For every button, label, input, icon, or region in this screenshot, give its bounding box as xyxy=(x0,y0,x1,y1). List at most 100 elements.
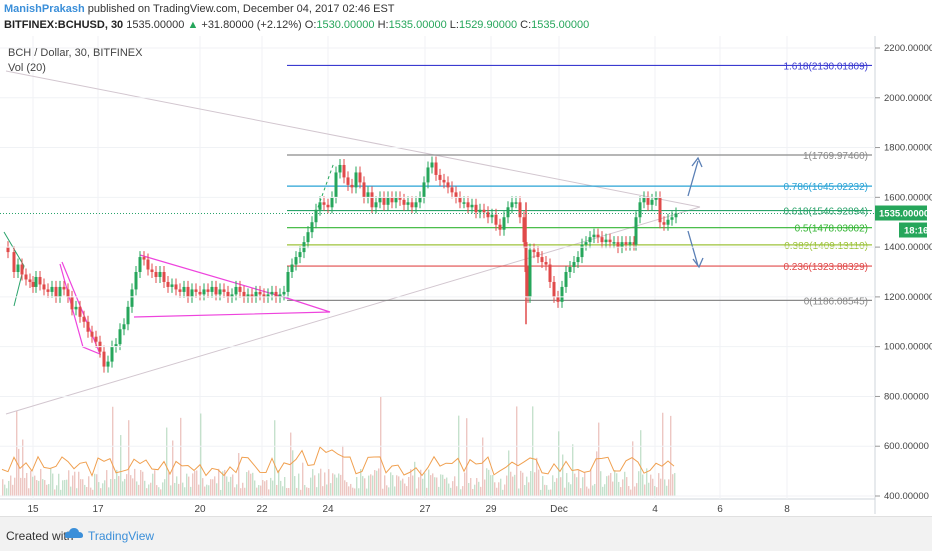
volume-bar xyxy=(304,485,306,496)
candle-body xyxy=(126,306,130,325)
candle-body xyxy=(166,281,170,287)
candle-body xyxy=(378,197,382,203)
volume-bar xyxy=(20,477,22,496)
volume-bar xyxy=(574,473,576,496)
volume-bar xyxy=(456,486,458,496)
candle-body xyxy=(506,207,510,218)
volume-bar xyxy=(602,486,604,496)
candle-body xyxy=(576,257,580,263)
volume-bar xyxy=(534,472,536,496)
volume-bar xyxy=(34,475,36,496)
candle-body xyxy=(342,164,346,178)
volume-bar xyxy=(626,477,628,496)
volume-bar xyxy=(370,474,372,496)
y-tick-label: 600.00000 xyxy=(884,441,929,452)
volume-bar xyxy=(68,470,70,496)
volume-bar xyxy=(216,483,218,496)
candle-body xyxy=(54,286,58,297)
volume-bar xyxy=(154,470,156,496)
volume-bar xyxy=(338,473,340,496)
candle-body xyxy=(254,291,258,297)
volume-bar xyxy=(648,482,650,496)
volume-bar xyxy=(18,448,20,496)
volume-bar xyxy=(228,481,230,496)
candle-body xyxy=(654,197,658,200)
x-tick-label: 17 xyxy=(92,504,104,515)
candle-body xyxy=(74,306,78,310)
volume-bar xyxy=(12,484,14,496)
volume-bar xyxy=(332,473,334,496)
volume-bar xyxy=(306,487,308,496)
candle-body xyxy=(362,182,366,198)
volume-bar xyxy=(140,470,142,496)
candle-body xyxy=(290,264,294,272)
candle-body xyxy=(446,182,450,188)
candle-body xyxy=(544,262,548,265)
tradingview-link[interactable]: TradingView xyxy=(88,529,155,543)
candle-body xyxy=(658,197,662,223)
volume-bar xyxy=(402,478,404,496)
volume-bar xyxy=(146,488,148,496)
candle-body xyxy=(628,242,632,245)
candle-body xyxy=(394,197,398,203)
volume-bar xyxy=(590,469,592,496)
volume-bar xyxy=(544,484,546,496)
volume-bar xyxy=(160,489,162,496)
price-chart[interactable]: 1.618(2130.01809) 1(1769.97460) 0.786(1645… xyxy=(0,36,932,516)
volume-bar xyxy=(470,478,472,496)
candle-body xyxy=(370,192,374,208)
fib-level-label: 0.382(1409.13110) xyxy=(784,241,868,252)
volume-bar xyxy=(344,480,346,496)
countdown-tag xyxy=(899,222,927,238)
volume-bar xyxy=(80,479,82,496)
candle-body xyxy=(122,324,126,330)
y-tick-label: 400.00000 xyxy=(884,491,929,502)
close-value: 1535.00000 xyxy=(531,19,590,31)
candle-body xyxy=(514,202,518,204)
volume-bar xyxy=(284,477,286,496)
volume-bar xyxy=(248,470,250,496)
candle-body xyxy=(470,204,474,208)
candle-body xyxy=(662,222,666,225)
candle-body xyxy=(174,284,178,290)
candle-body xyxy=(612,242,616,244)
volume-bar xyxy=(362,476,364,496)
candle-body xyxy=(666,219,670,225)
volume-bar xyxy=(374,470,376,496)
volume-bar xyxy=(96,474,98,496)
volume-bar xyxy=(520,470,522,496)
volume-bar xyxy=(280,480,282,496)
volume-bar xyxy=(42,479,44,496)
author-link[interactable]: ManishPrakash xyxy=(4,3,85,15)
candle-body xyxy=(146,259,150,270)
candle-body xyxy=(330,197,334,208)
volume-bar xyxy=(584,472,586,496)
volume-bar xyxy=(368,475,370,496)
volume-bar xyxy=(404,483,406,496)
volume-bar xyxy=(640,430,642,496)
up-arrow-head xyxy=(691,156,703,168)
volume-bar xyxy=(136,481,138,496)
volume-bar xyxy=(446,477,448,496)
volume-bar xyxy=(294,476,296,496)
last-price: 1535.00000 xyxy=(126,19,185,31)
candle-body xyxy=(178,289,182,292)
x-tick-label: 8 xyxy=(784,504,790,515)
candle-body xyxy=(450,187,454,193)
candle-body xyxy=(536,252,540,258)
volume-bar xyxy=(184,487,186,496)
symbol-label: BITFINEX:BCHUSD, 30 xyxy=(4,19,124,31)
volume-bar xyxy=(556,478,558,496)
volume-bar xyxy=(220,489,222,496)
volume-bar xyxy=(498,482,500,496)
candle-body xyxy=(382,197,386,205)
volume-bar xyxy=(606,476,608,496)
volume-bar xyxy=(358,488,360,496)
candle-body xyxy=(198,291,202,295)
volume-bar xyxy=(70,486,72,496)
volume-bar xyxy=(254,480,256,496)
volume-bar xyxy=(38,480,40,496)
candle-body xyxy=(28,279,32,282)
volume-bar xyxy=(476,478,478,496)
fib-level-label: 0(1186.08545) xyxy=(804,296,868,307)
